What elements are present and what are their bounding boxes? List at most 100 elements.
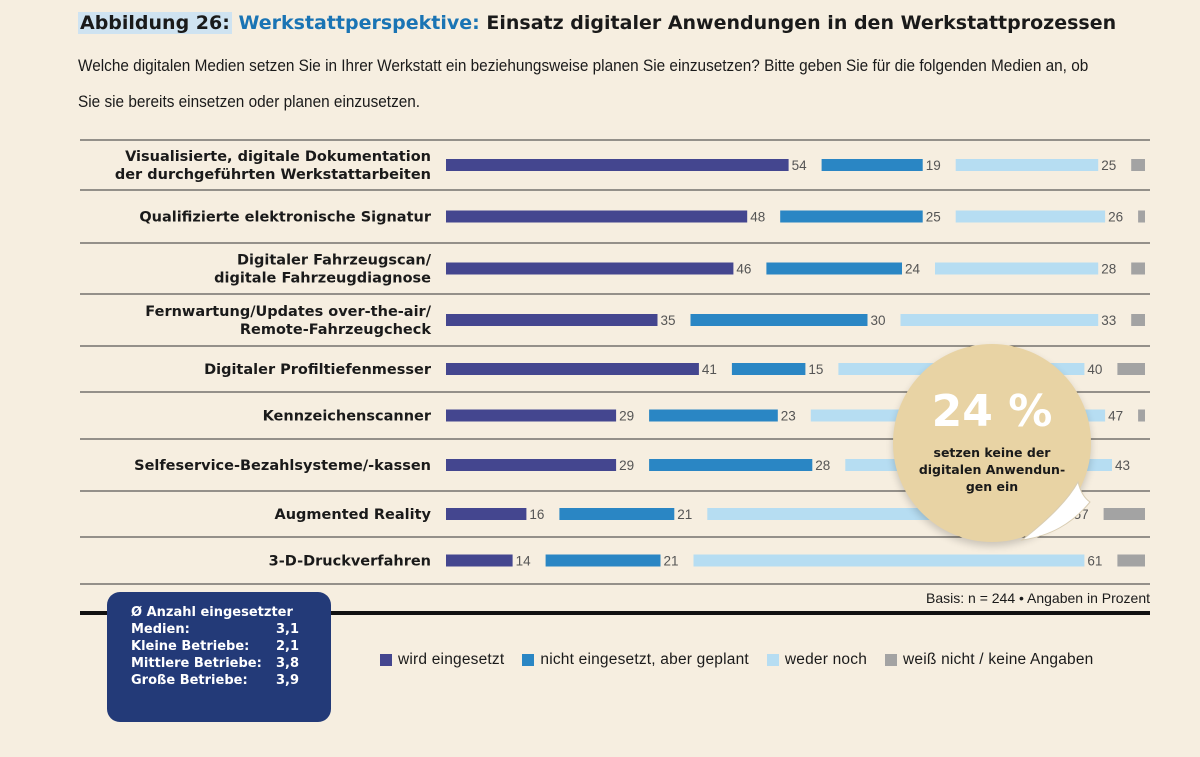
- badge-text-line: setzen keine der: [933, 445, 1051, 460]
- page-curl-decoration: [1020, 480, 1091, 541]
- infobox-label: Kleine Betriebe:: [131, 639, 250, 654]
- title-rest: Einsatz digitaler Anwendungen in den Wer…: [486, 12, 1117, 34]
- bar-segment: [1117, 554, 1145, 567]
- infobox-row: Kleine Betriebe: 2,1: [131, 638, 331, 655]
- bar-segment: [545, 554, 661, 567]
- data-label: 29: [619, 409, 634, 424]
- data-label: 23: [781, 409, 796, 424]
- bar-segment: [690, 314, 868, 326]
- infobox-row: Medien: 3,1: [131, 621, 331, 638]
- legend: wird eingesetzt nicht eingesetzt, aber g…: [380, 651, 1094, 669]
- data-label: 54: [792, 158, 808, 173]
- legend-item-unknown: weiß nicht / keine Angaben: [885, 651, 1093, 669]
- figure-title: Abbildung 26: Werkstattperspektive: Eins…: [78, 12, 1116, 34]
- category-label: Selfeservice-Bezahlsysteme/-kassen: [134, 458, 431, 474]
- infobox-row: Mittlere Betriebe: 3,8: [131, 655, 331, 672]
- data-label: 43: [1115, 458, 1130, 473]
- bar-segment: [446, 159, 789, 171]
- infobox-value: 3,1: [275, 622, 299, 637]
- category-label: der durchgeführten Werkstattarbeiten: [115, 167, 431, 183]
- infobox-value: 2,1: [275, 639, 299, 654]
- category-label: Digitaler Profiltiefenmesser: [204, 362, 432, 378]
- data-label: 48: [750, 210, 765, 225]
- badge-text: setzen keine der digitalen Anwendun- gen…: [913, 444, 1071, 495]
- survey-question: Welche digitalen Medien setzen Sie in Ih…: [78, 57, 1089, 111]
- infobox-row: Große Betriebe: 3,9: [131, 672, 331, 689]
- bar-segment: [1103, 508, 1145, 520]
- category-label: Augmented Reality: [275, 507, 432, 523]
- infobox-value: 3,9: [275, 673, 299, 688]
- category-label: digitale Fahrzeugdiagnose: [214, 271, 431, 287]
- data-label: 40: [1087, 362, 1102, 377]
- badge-value: 24 %: [931, 386, 1053, 437]
- bar-segment: [955, 210, 1106, 223]
- legend-item-neither: weder noch: [766, 651, 867, 669]
- bar-segment: [446, 554, 513, 567]
- bar-segment: [780, 210, 923, 223]
- data-label: 15: [808, 362, 823, 377]
- legend-swatch: [766, 654, 779, 666]
- bar-segment: [446, 409, 617, 422]
- data-label: 35: [661, 313, 676, 328]
- bar-segment: [1131, 314, 1145, 326]
- infobox-label: Mittlere Betriebe:: [131, 656, 262, 671]
- bar-segment: [649, 459, 813, 471]
- data-label: 21: [677, 507, 692, 522]
- data-label: 19: [926, 158, 941, 173]
- bar-segment: [446, 210, 748, 223]
- title-highlight: Werkstattperspektive:: [238, 12, 480, 34]
- legend-item-planned: nicht eingesetzt, aber geplant: [522, 651, 749, 669]
- legend-swatch: [885, 654, 898, 666]
- data-label: 46: [736, 262, 751, 277]
- data-label: 30: [871, 313, 886, 328]
- infobox-value: 3,8: [275, 656, 299, 671]
- bar-segment: [559, 508, 675, 520]
- bar-segment: [935, 262, 1099, 275]
- infobox-label: Große Betriebe:: [131, 673, 248, 688]
- bar-segment: [446, 508, 527, 520]
- bar-segment: [821, 159, 923, 171]
- bar-segment: [731, 363, 806, 375]
- category-label: Remote-Fahrzeugcheck: [240, 322, 431, 338]
- legend-label: nicht eingesetzt, aber geplant: [540, 651, 749, 668]
- bar-segment: [1138, 409, 1145, 422]
- data-label: 25: [1101, 158, 1116, 173]
- legend-item-used: wird eingesetzt: [380, 651, 504, 669]
- category-label: Visualisierte, digitale Dokumentation: [125, 149, 431, 165]
- legend-label: wird eingesetzt: [398, 651, 505, 668]
- figure-label: Abbildung 26:: [78, 12, 232, 34]
- bar-segment: [693, 554, 1085, 567]
- infobox-label: Medien:: [131, 622, 190, 637]
- data-label: 21: [664, 554, 679, 569]
- category-label: Fernwartung/Updates over-the-air/: [145, 304, 431, 320]
- bar-segment: [1117, 363, 1145, 375]
- bar-segment: [955, 159, 1099, 171]
- data-label: 26: [1108, 210, 1123, 225]
- data-label: 29: [619, 458, 634, 473]
- legend-swatch: [522, 654, 535, 666]
- data-label: 61: [1087, 554, 1102, 569]
- data-label: 25: [926, 210, 941, 225]
- data-label: 41: [702, 362, 717, 377]
- bar-segment: [1138, 210, 1145, 223]
- category-label: Kennzeichenscanner: [263, 409, 432, 425]
- infobox-title: Ø Anzahl eingesetzter: [131, 605, 293, 620]
- data-label: 28: [1101, 262, 1116, 277]
- category-label: 3-D-Druckverfahren: [269, 554, 431, 570]
- badge-text-line: digitalen Anwendun-: [918, 462, 1066, 477]
- bar-segment: [446, 314, 658, 326]
- data-label: 33: [1101, 313, 1116, 328]
- bar-segment: [766, 262, 902, 275]
- bar-segment: [1131, 262, 1145, 275]
- bar-segment: [446, 459, 617, 471]
- bar-segment: [649, 409, 778, 422]
- data-label: 24: [905, 262, 921, 277]
- data-label: 28: [815, 458, 830, 473]
- bar-segment: [900, 314, 1099, 326]
- bar-segment: [446, 262, 734, 275]
- bar-segment: [1131, 159, 1145, 171]
- data-label: 47: [1108, 409, 1123, 424]
- category-label: Digitaler Fahrzeugscan/: [237, 253, 432, 269]
- legend-label: weiß nicht / keine Angaben: [903, 651, 1094, 668]
- highlight-badge: 24 % setzen keine der digitalen Anwendun…: [893, 344, 1091, 542]
